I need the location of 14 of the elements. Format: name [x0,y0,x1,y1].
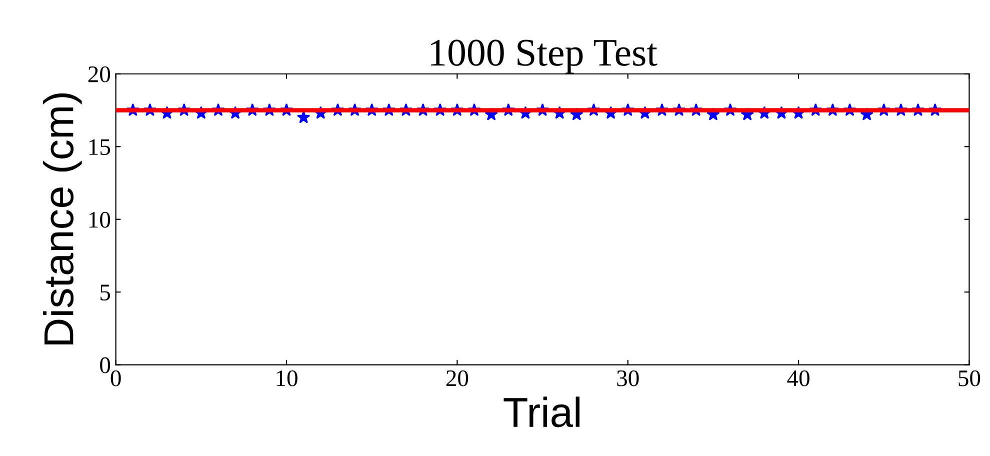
x-tick-label: 20 [446,370,468,386]
x-axis-title: Trial [504,396,580,428]
y-axis-title: Distance (cm) [42,93,82,344]
y-tick-label: 10 [89,212,110,228]
x-tick-label: 40 [787,370,810,386]
y-tick-label: 0 [100,357,110,374]
x-tick-label: 0 [110,370,121,386]
y-tick-label: 5 [100,284,110,300]
chart-title: 1000 Step Test [430,40,658,74]
x-tick-label: 50 [958,370,980,386]
x-tick-label: 10 [276,370,298,386]
y-tick-label: 15 [89,139,110,156]
x-tick-label: 30 [617,370,639,386]
y-tick-label: 20 [88,66,110,82]
